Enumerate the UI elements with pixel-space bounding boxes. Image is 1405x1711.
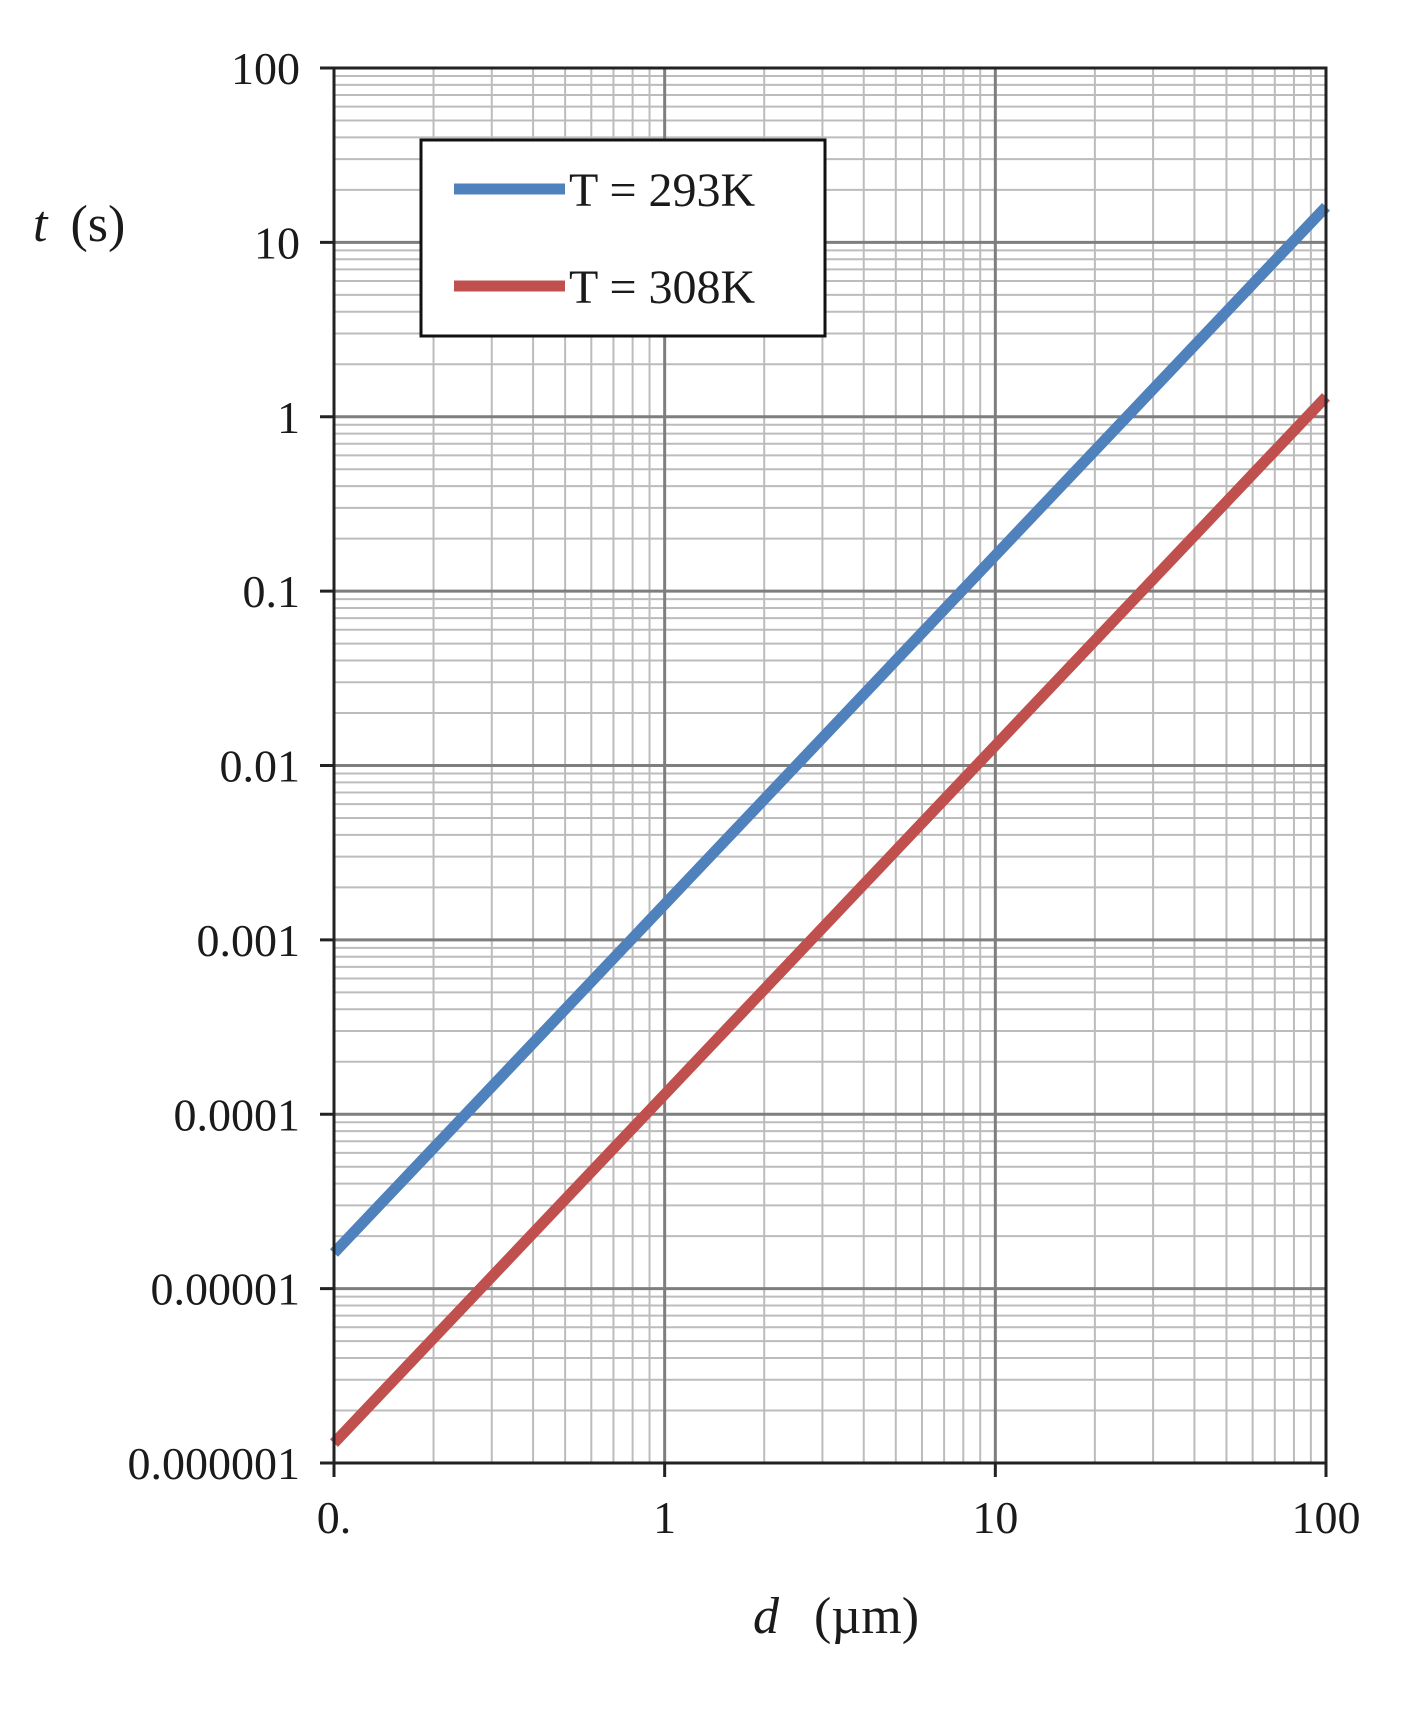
- x-tick-label: 100: [1292, 1492, 1361, 1543]
- x-tick-label: 1: [653, 1492, 676, 1543]
- x-axis-unit: (µm): [814, 1588, 919, 1645]
- y-tick-label: 1: [277, 392, 300, 443]
- x-axis-title: d (µm): [753, 1588, 919, 1645]
- series-line-1: [330, 203, 1330, 1257]
- legend-box: [419, 138, 827, 338]
- y-axis-title: t (s): [33, 196, 125, 253]
- series-line-2: [330, 393, 1330, 1447]
- legend-label-1: T = 293K: [569, 164, 756, 217]
- y-tick-label: 0.0001: [174, 1089, 301, 1140]
- x-tick-label: 0.: [317, 1492, 352, 1543]
- y-tick-label: 0.000001: [128, 1438, 301, 1489]
- legend: T = 293K T = 308K: [419, 138, 827, 338]
- y-tick-label: 100: [231, 43, 300, 94]
- y-axis-unit: (s): [70, 196, 125, 253]
- y-axis-variable: t: [33, 196, 49, 253]
- legend-label-2: T = 308K: [569, 261, 756, 314]
- x-tick-label: 10: [972, 1492, 1018, 1543]
- y-tick-label: 0.001: [197, 915, 301, 966]
- x-axis-variable: d: [753, 1588, 780, 1645]
- y-tick-label: 10: [254, 217, 300, 268]
- y-tick-label: 0.1: [243, 566, 301, 617]
- series-layer: [330, 203, 1330, 1447]
- y-tick-label: 0.00001: [151, 1264, 301, 1315]
- y-tick-label: 0.01: [220, 741, 301, 792]
- axes: 0.0000010.000010.00010.0010.010.11101000…: [128, 43, 1361, 1543]
